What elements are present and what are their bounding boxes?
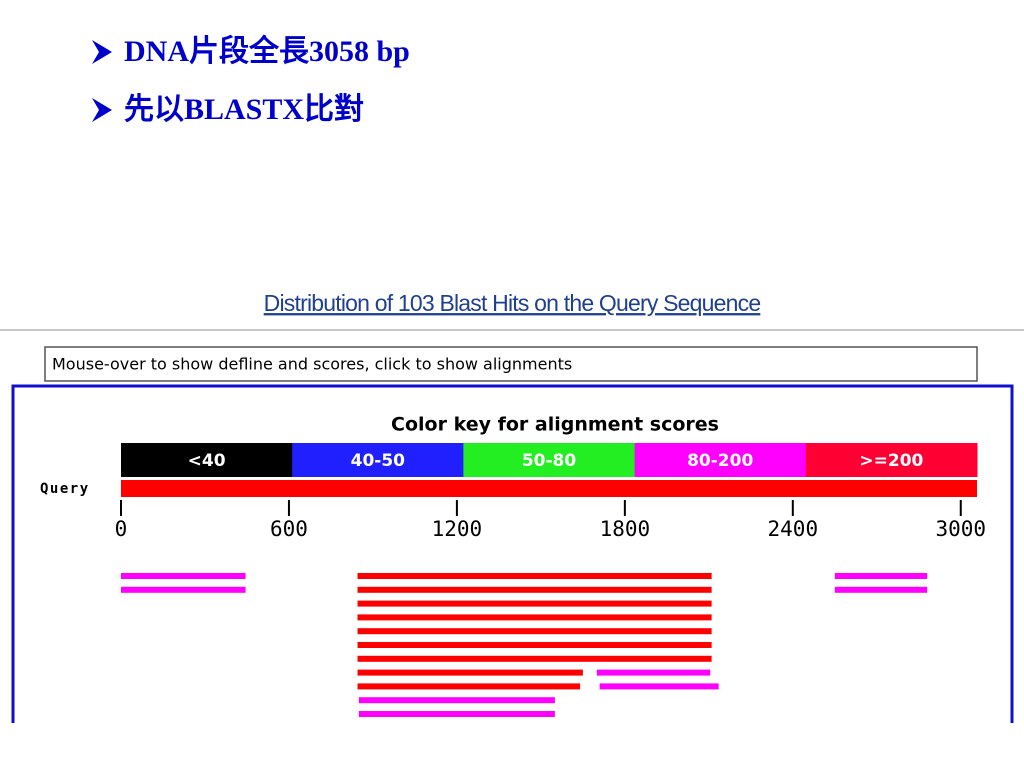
key-label: >=200 (859, 451, 923, 471)
hit-bar (357, 600, 712, 607)
key-label: 50-80 (522, 451, 577, 471)
graphic-frame (11, 384, 1014, 723)
key-title: Color key for alignment scores (391, 414, 719, 436)
bullet-text: 先以BLASTX比對 (124, 93, 364, 126)
key-swatch (121, 443, 293, 477)
hit-bar (357, 614, 712, 621)
hit-bar (834, 573, 928, 579)
hit-bar (834, 586, 928, 593)
hit-bar (357, 642, 712, 648)
key-label: 40-50 (351, 451, 406, 471)
hit-bar (121, 586, 246, 593)
hit-bar (596, 669, 711, 676)
key-swatch (463, 443, 636, 477)
hit-bar (357, 669, 583, 676)
key-swatch (634, 443, 807, 477)
key-label: 80-200 (687, 451, 753, 471)
hit-bar (357, 586, 712, 593)
tick-label: 0 (115, 517, 128, 541)
key-label: <40 (188, 451, 226, 471)
defline-text: Mouse-over to show defline and scores, c… (52, 355, 572, 374)
tick-label: 1200 (432, 517, 483, 541)
tick-label: 1800 (600, 517, 651, 541)
hit-bar (358, 711, 555, 717)
hit-bar (357, 628, 712, 635)
hit-bar (358, 697, 555, 704)
key-swatch (292, 443, 464, 477)
bullet-arrow (92, 98, 112, 122)
hit-bar (357, 655, 712, 662)
hit-bar (599, 683, 719, 690)
hit-bar (357, 683, 581, 690)
bullet-arrow (92, 40, 112, 64)
query-label: Query (40, 481, 90, 497)
blast-title: Distribution of 103 Blast Hits on the Qu… (264, 290, 761, 316)
tick-label: 2400 (768, 517, 819, 541)
defline-box (44, 346, 978, 382)
hit-bar (357, 573, 712, 579)
key-swatch (805, 443, 978, 477)
graphic: <40 40-50 50-80 80-200 >=200 0 600 1200 1800 2400… (115, 443, 986, 717)
hit-bar (121, 573, 246, 579)
query-bar (121, 480, 977, 497)
tick-label: 3000 (935, 517, 986, 541)
bullet-text: DNA片段全長3058 bp (124, 34, 410, 68)
tick-label: 600 (270, 517, 308, 541)
